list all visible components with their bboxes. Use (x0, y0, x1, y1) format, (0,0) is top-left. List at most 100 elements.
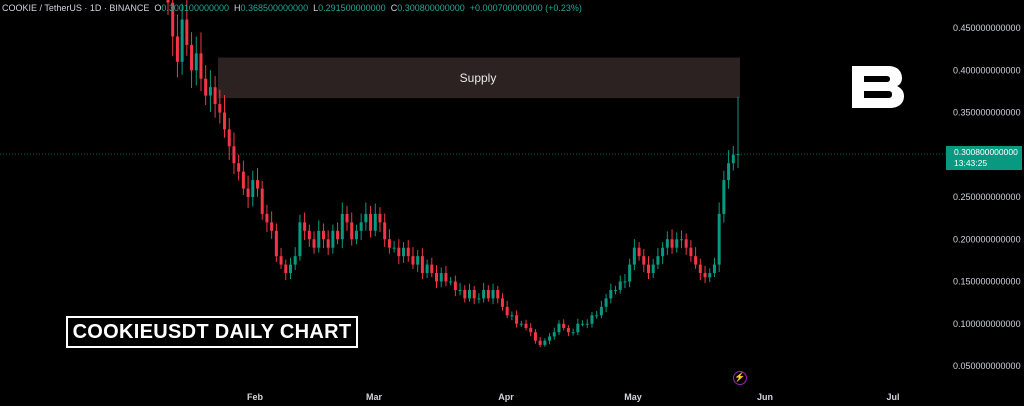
candle-body (241, 171, 245, 189)
candle-body (472, 289, 476, 299)
symbol-header: COOKIE / TetherUS · 1D · BINANCE O0.3001… (2, 3, 582, 13)
candle-body (604, 298, 608, 307)
last-price-tag: 0.300800000000 13:43:25 (946, 146, 1022, 170)
open-label: O (154, 3, 162, 13)
candle-body (515, 315, 519, 324)
candle-body (552, 332, 556, 337)
y-tick-label: 0.150000000000 (953, 277, 1021, 287)
candle-body (420, 256, 424, 274)
candle-body (354, 230, 358, 240)
candle-body (562, 323, 566, 328)
y-tick-label: 0.100000000000 (953, 319, 1021, 329)
candle-body (576, 323, 580, 333)
candle-body (609, 289, 613, 299)
candle-body (623, 281, 627, 283)
candle-body (722, 180, 726, 214)
candle-body (581, 323, 585, 325)
candle-body (439, 273, 443, 282)
candle-body (670, 239, 674, 248)
candle-body (599, 306, 603, 316)
b-logo-icon (852, 66, 904, 108)
x-tick-label: Feb (247, 392, 264, 402)
candle-body (317, 230, 321, 248)
candle-body (712, 264, 716, 274)
candle-body (595, 315, 599, 317)
candle-body (684, 239, 688, 248)
candle-body (208, 87, 212, 96)
lightning-icon[interactable]: ⚡ (733, 371, 747, 385)
candle-body (326, 239, 330, 248)
candle-body (632, 247, 636, 265)
low-value: 0.291500000000 (318, 3, 386, 13)
candle-body (345, 213, 349, 223)
candle-body (279, 256, 283, 265)
symbol-name[interactable]: COOKIE / TetherUS · 1D · BINANCE (2, 3, 150, 13)
x-tick-label: Apr (498, 392, 514, 402)
candle-body (246, 188, 250, 197)
candle-body (171, 2, 175, 37)
high-value: 0.368500000000 (240, 3, 309, 13)
candle-body (340, 213, 344, 240)
candle-body (260, 188, 264, 214)
candle-body (321, 230, 325, 240)
y-tick-label: 0.200000000000 (953, 234, 1021, 244)
candle-body (500, 298, 504, 307)
candle-body (312, 239, 316, 248)
candle-body (175, 36, 179, 62)
candle-body (519, 323, 523, 325)
chart-title-box: COOKIEUSDT DAILY CHART (66, 316, 358, 348)
change-value: +0.000700000000 (+0.23%) (469, 3, 582, 13)
candle-body (656, 256, 660, 265)
candle-body (505, 306, 509, 316)
candle-body (675, 239, 679, 248)
candle-body (307, 230, 311, 240)
candle-body (482, 289, 486, 299)
y-tick-label: 0.050000000000 (953, 361, 1021, 371)
candle-body (232, 146, 236, 164)
candle-body (190, 44, 194, 71)
x-tick-label: Mar (366, 392, 383, 402)
candle-body (524, 323, 528, 328)
open-value: 0.300100000000 (161, 3, 229, 13)
candle-body (543, 340, 547, 345)
candle-body (378, 213, 382, 223)
candle-body (223, 112, 227, 130)
candle-body (651, 264, 655, 274)
x-tick-label: May (624, 392, 642, 402)
candle-body (486, 289, 490, 299)
candle-body (213, 87, 217, 105)
close-value: 0.300800000000 (397, 3, 465, 13)
candle-body (458, 289, 462, 291)
candle-body (265, 213, 269, 223)
candle-body (303, 222, 307, 231)
candle-body (430, 264, 434, 274)
candle-body (293, 256, 297, 265)
y-tick-label: 0.250000000000 (953, 192, 1021, 202)
high-label: H (234, 3, 241, 13)
candle-body (694, 256, 698, 265)
time-axis: Feb Mar Apr May Jun Jul (247, 392, 900, 402)
candle-body (406, 247, 410, 257)
candle-body (533, 332, 537, 341)
candle-body (731, 154, 735, 164)
supply-zone: Supply (218, 57, 740, 99)
x-tick-label: Jun (757, 392, 773, 402)
candle-body (425, 264, 429, 274)
candle-body (717, 213, 721, 265)
candle-body (491, 289, 495, 299)
candle-body (614, 289, 618, 291)
price-axis: 0.450000000000 0.400000000000 0.3500000000… (953, 23, 1021, 371)
candle-body (571, 332, 575, 334)
candle-body (642, 256, 646, 265)
candle-body (557, 323, 561, 333)
candle-body (256, 180, 260, 189)
candle-body (548, 336, 552, 341)
candle-body (251, 180, 255, 197)
candle-body (204, 78, 208, 96)
candle-body (628, 264, 632, 282)
x-tick-label: Jul (886, 392, 899, 402)
candle-body (529, 327, 533, 333)
candle-body (496, 289, 500, 299)
y-tick-label: 0.450000000000 (953, 23, 1021, 33)
supply-zone-label: Supply (460, 71, 497, 85)
